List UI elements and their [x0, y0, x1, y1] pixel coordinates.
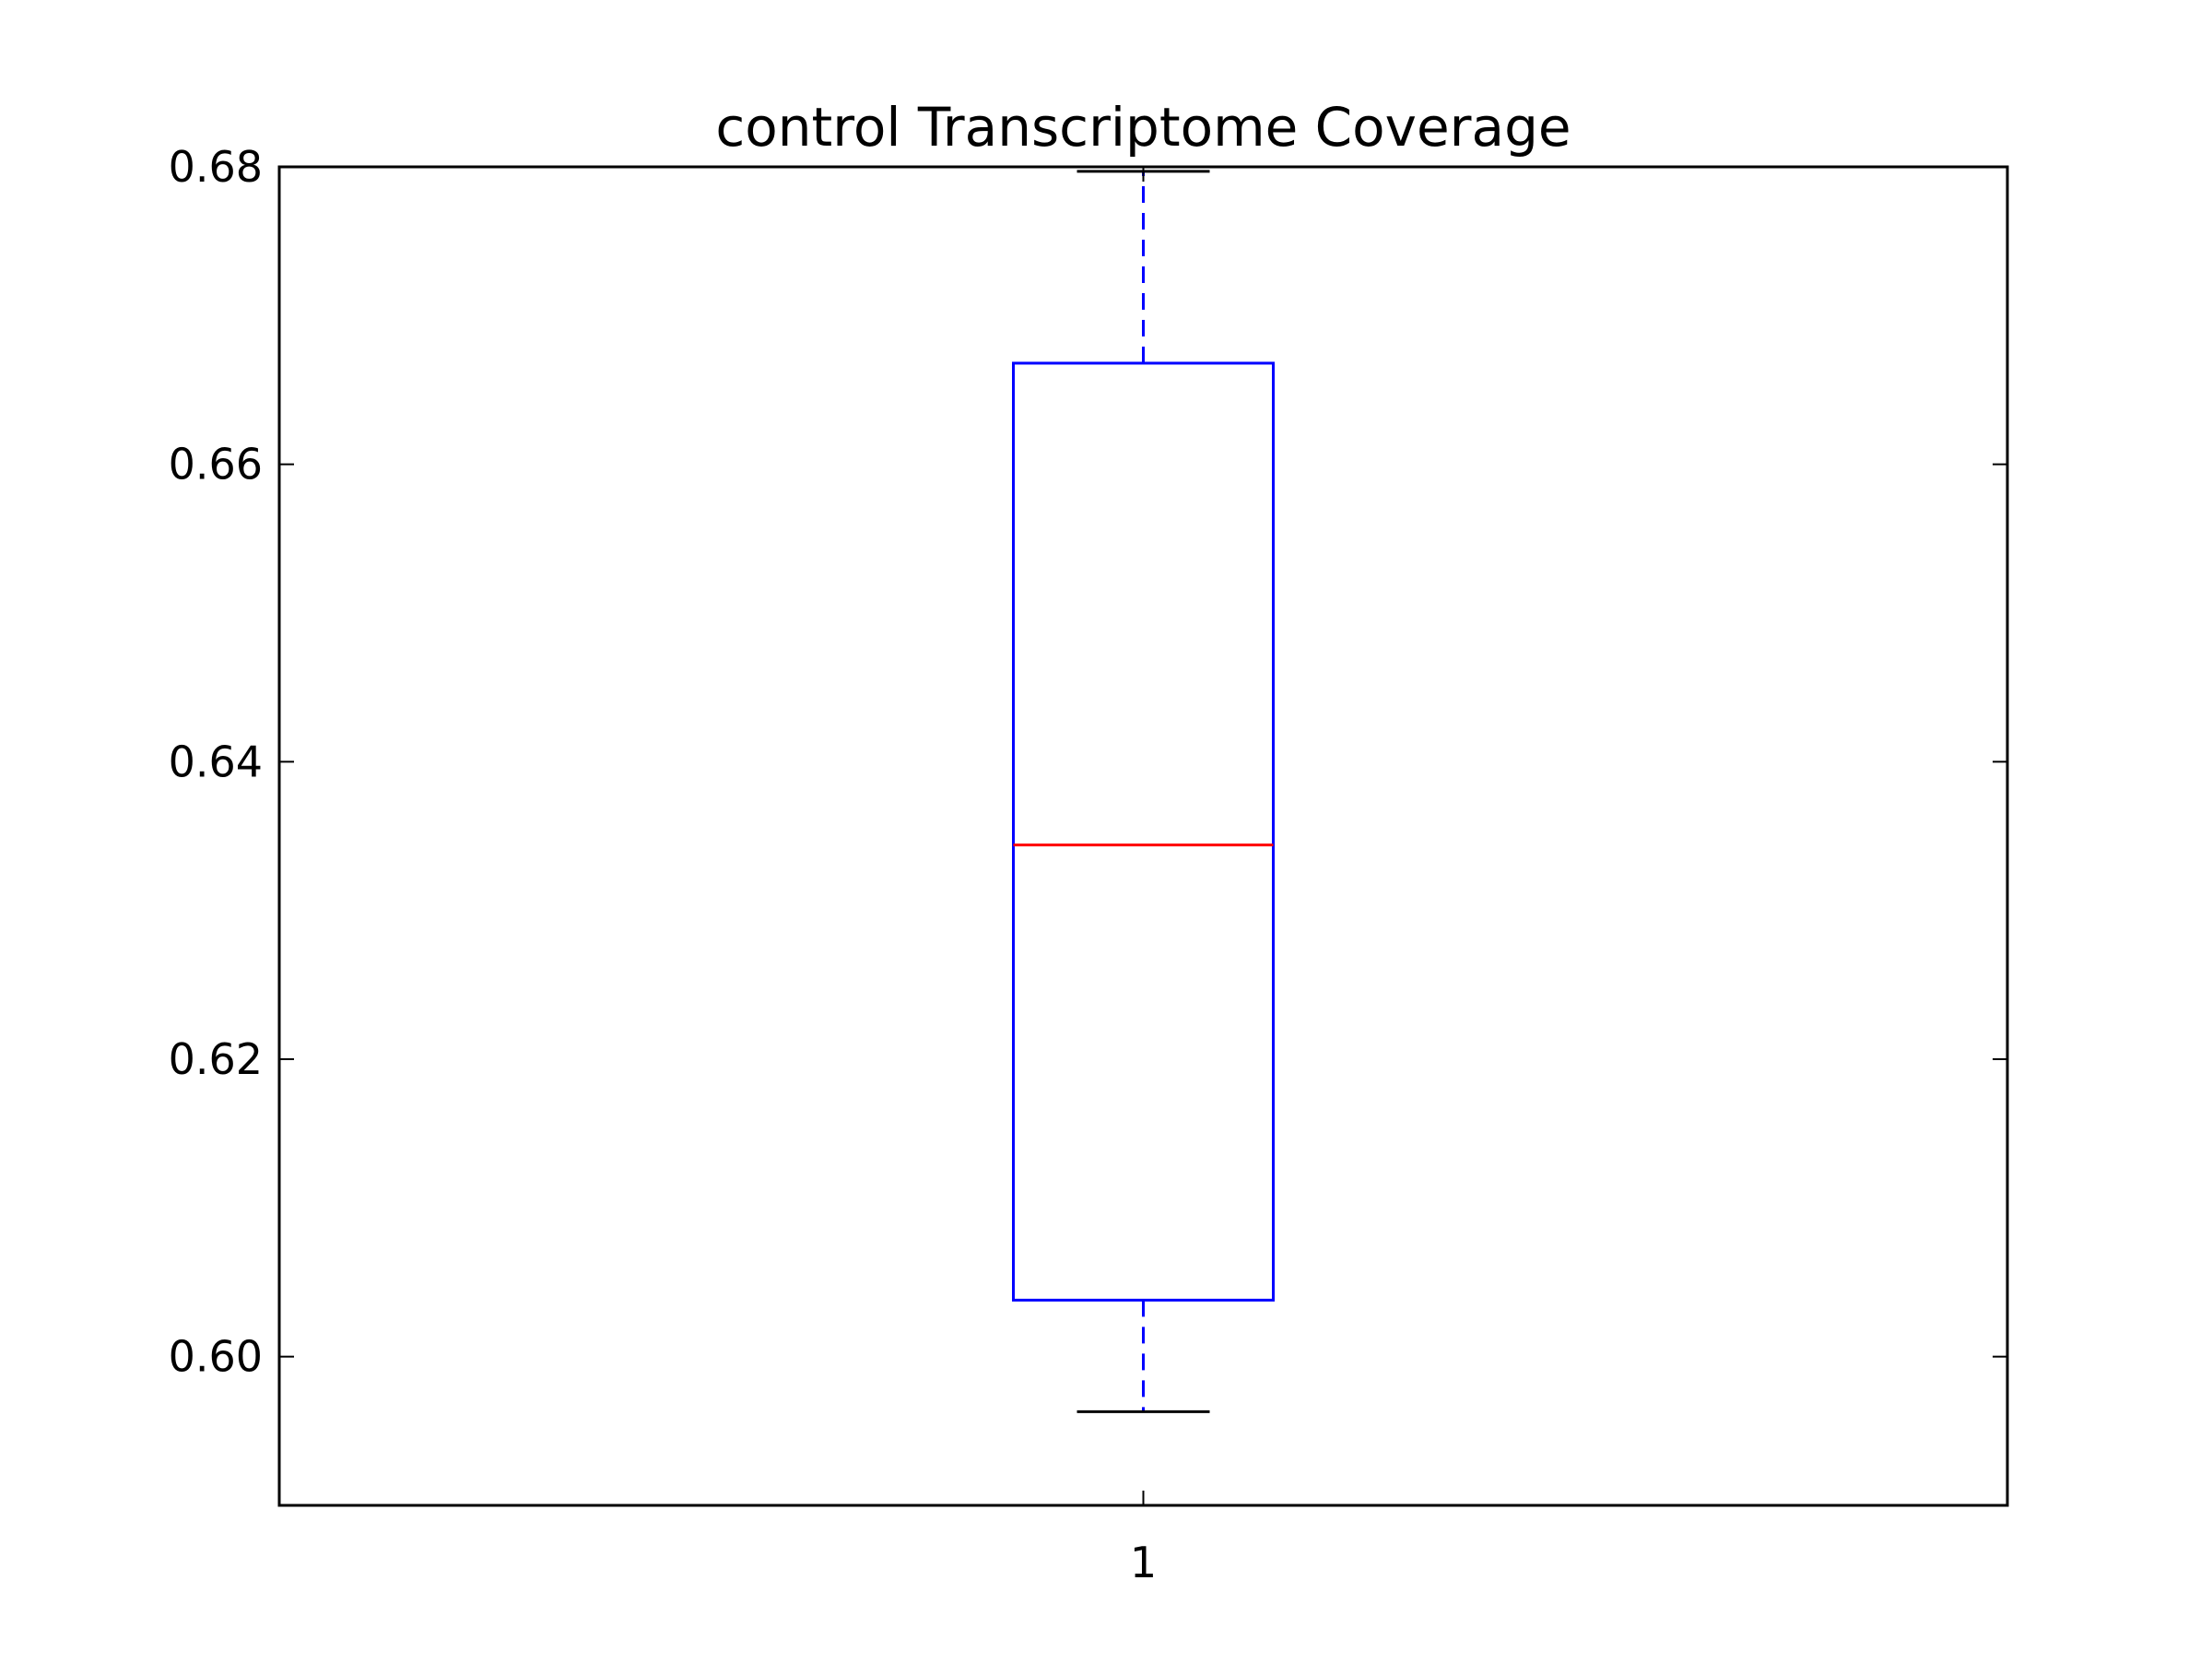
y-tick-label: 0.66 — [169, 440, 263, 489]
plot-layer — [1012, 170, 1275, 1413]
box-iqr — [1012, 361, 1275, 1302]
y-tick-label: 0.60 — [169, 1332, 263, 1382]
ticks-layer: 0.60 0.62 0.64 0.66 0.68 1 — [169, 142, 2007, 1587]
chart-title: control Transcriptome Coverage — [715, 96, 1571, 159]
y-tick-label: 0.64 — [169, 737, 263, 786]
y-tick-label: 0.68 — [169, 142, 263, 192]
y-tick-label: 0.62 — [169, 1034, 263, 1084]
x-tick-label: 1 — [1130, 1538, 1157, 1587]
